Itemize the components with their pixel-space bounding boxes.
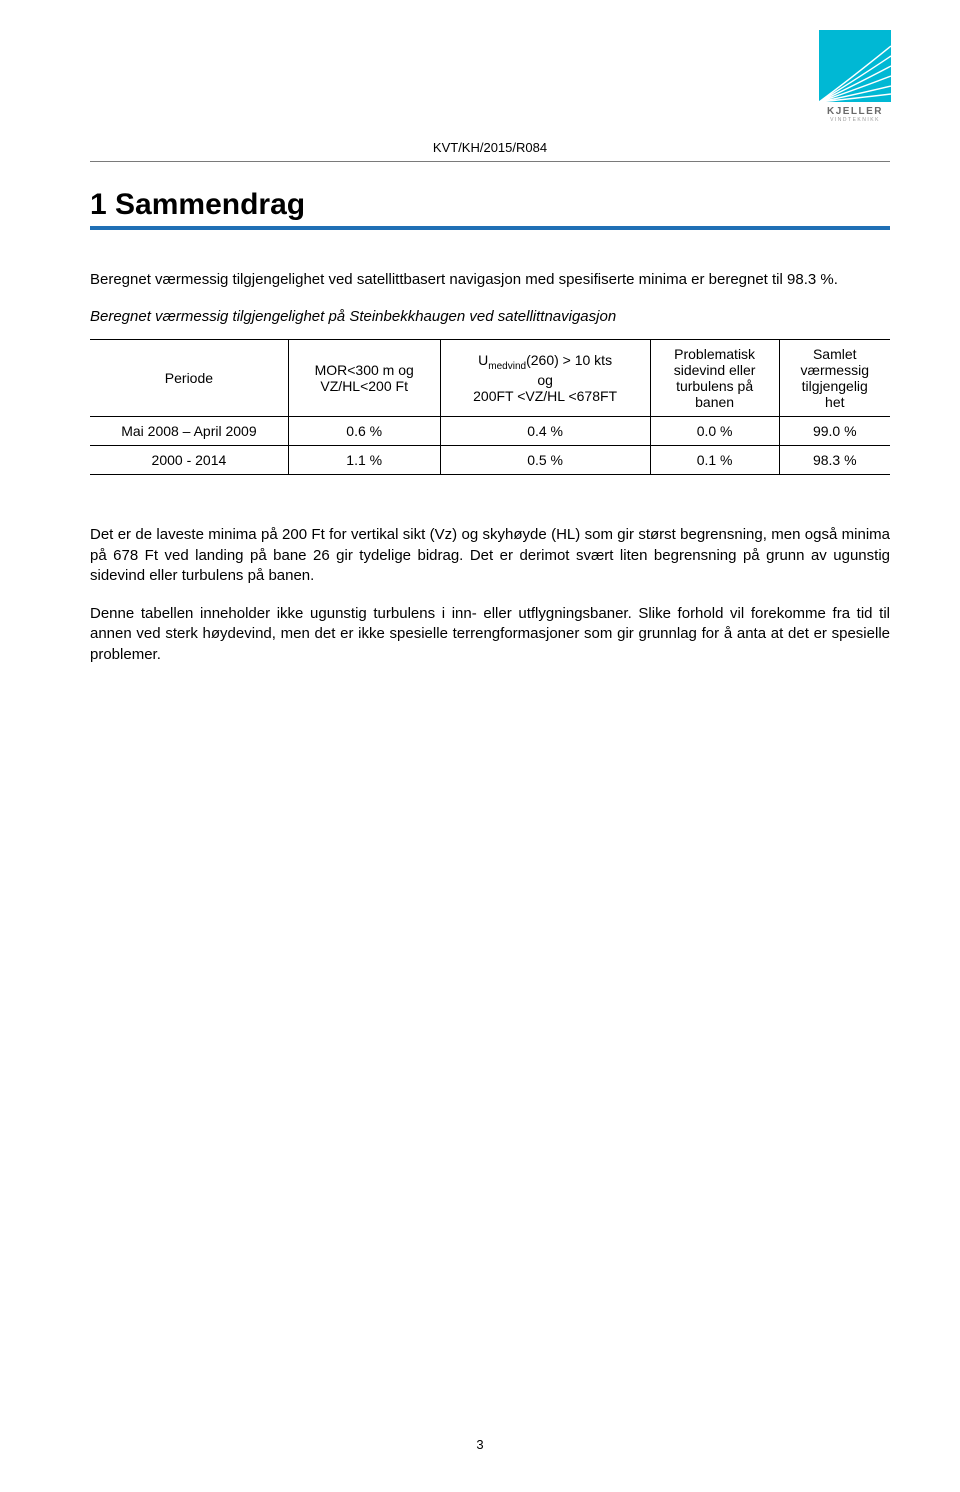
- intro-paragraph: Beregnet værmessig tilgjengelighet ved s…: [90, 270, 890, 290]
- availability-table: Periode MOR<300 m og VZ/HL<200 Ft Umedvi…: [90, 339, 890, 475]
- cell: 98.3 %: [779, 446, 890, 475]
- cell: 99.0 %: [779, 417, 890, 446]
- document-id: KVT/KH/2015/R084: [90, 140, 890, 155]
- paragraph-3: Denne tabellen inneholder ikke ugunstig …: [90, 604, 890, 665]
- table-row: Mai 2008 – April 2009 0.6 % 0.4 % 0.0 % …: [90, 417, 890, 446]
- logo-mark: [819, 30, 891, 102]
- section-underline: [90, 226, 890, 230]
- cell: 0.4 %: [440, 417, 650, 446]
- brand-logo: KJELLER VINDTEKNIKK: [810, 30, 900, 123]
- cell: 0.5 %: [440, 446, 650, 475]
- table-row: 2000 - 2014 1.1 % 0.5 % 0.1 % 98.3 %: [90, 446, 890, 475]
- cell: 0.1 %: [650, 446, 779, 475]
- th-col2: MOR<300 m og VZ/HL<200 Ft: [288, 340, 440, 417]
- section-heading: 1 Sammendrag: [90, 188, 890, 222]
- header-divider: [90, 161, 890, 162]
- page-number: 3: [0, 1437, 960, 1452]
- section-title-text: Sammendrag: [115, 188, 305, 221]
- cell-periode: 2000 - 2014: [90, 446, 288, 475]
- cell: 0.6 %: [288, 417, 440, 446]
- logo-sub: VINDTEKNIKK: [810, 117, 900, 123]
- table-header-row: Periode MOR<300 m og VZ/HL<200 Ft Umedvi…: [90, 340, 890, 417]
- th-col5: Samlet værmessig tilgjengelig het: [779, 340, 890, 417]
- cell-periode: Mai 2008 – April 2009: [90, 417, 288, 446]
- table-caption: Beregnet værmessig tilgjengelighet på St…: [90, 308, 890, 325]
- th-col3: Umedvind(260) > 10 kts og 200FT <VZ/HL <…: [440, 340, 650, 417]
- th-periode: Periode: [90, 340, 288, 417]
- cell: 1.1 %: [288, 446, 440, 475]
- paragraph-2: Det er de laveste minima på 200 Ft for v…: [90, 525, 890, 586]
- section-number: 1: [90, 188, 107, 221]
- logo-name: KJELLER: [810, 106, 900, 117]
- cell: 0.0 %: [650, 417, 779, 446]
- th-col4: Problematisk sidevind eller turbulens på…: [650, 340, 779, 417]
